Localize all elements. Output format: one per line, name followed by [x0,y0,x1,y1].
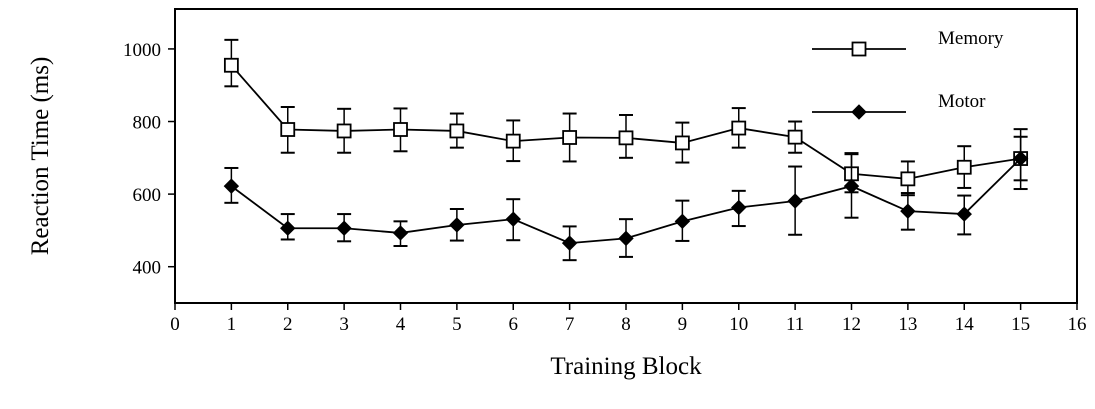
data-point [843,178,860,194]
data-point [336,220,352,236]
x-axis-ticks: 0 1 2 3 4 5 6 7 8 9 10 11 12 13 14 15 16 [170,303,1087,335]
x-tick-label: 8 [621,314,631,335]
data-point [505,133,521,149]
data-point [393,122,408,137]
data-point [562,130,578,145]
data-point [505,211,521,227]
legend: Memory Motor [812,28,1004,120]
data-point [223,178,240,194]
data-point [900,171,916,187]
x-tick-label: 4 [396,314,406,335]
x-tick-label: 3 [339,314,349,335]
data-point [900,203,916,219]
data-point [731,120,747,136]
x-tick-label: 16 [1068,314,1087,335]
data-point [392,225,409,241]
x-tick-label: 10 [729,314,748,335]
data-point [851,104,867,120]
y-axis-title: Reaction Time (ms) [27,57,54,256]
data-point [449,217,465,233]
legend-label: Memory [938,28,1004,49]
y-axis-ticks: 400 600 800 1000 [123,40,175,279]
data-point [561,235,578,251]
y-tick-label: 1000 [123,40,161,61]
data-point [731,199,747,216]
y-tick-label: 400 [133,258,162,279]
data-point [336,123,352,139]
y-tick-label: 800 [133,113,162,134]
data-point [674,135,690,151]
data-point [280,220,296,236]
data-point [674,213,691,230]
data-point [618,230,634,247]
data-point [449,123,465,139]
x-tick-label: 12 [842,314,861,335]
legend-item-memory: Memory [812,28,1004,57]
x-tick-label: 15 [1011,314,1030,335]
legend-item-motor: Motor [812,91,986,120]
x-tick-label: 9 [678,314,688,335]
x-tick-label: 11 [786,314,804,335]
x-tick-label: 0 [170,314,180,335]
data-point [618,130,634,146]
data-point [956,159,972,175]
data-point [1012,150,1029,167]
x-tick-label: 2 [283,314,293,335]
data-point [956,206,972,222]
x-tick-label: 5 [452,314,462,335]
x-tick-label: 14 [955,314,975,335]
x-tick-label: 7 [565,314,575,335]
series-motor [223,135,1029,262]
data-point [787,129,803,145]
x-tick-label: 13 [898,314,917,335]
data-point [280,122,296,137]
x-tick-label: 6 [509,314,519,335]
data-point [787,193,803,209]
series-memory [223,38,1029,197]
series-layer [223,38,1029,262]
data-point [223,57,239,73]
x-axis-title: Training Block [550,353,702,380]
y-tick-label: 600 [133,185,162,206]
data-point [851,41,867,57]
x-tick-label: 1 [227,314,237,335]
legend-label: Motor [938,91,986,112]
